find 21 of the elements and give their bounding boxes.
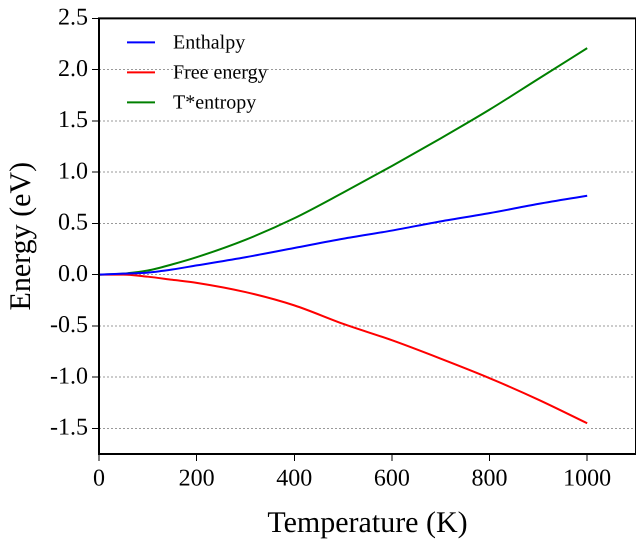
y-tick-label: -1.0 [50, 363, 88, 390]
x-tick-label: 200 [178, 466, 215, 492]
y-axis-title: Energy (eV) [4, 162, 37, 310]
x-tick-label: 400 [276, 466, 312, 492]
y-tick-label: 0.5 [58, 210, 88, 236]
y-tick-label: -0.5 [50, 312, 88, 338]
legend-label: Enthalpy [173, 32, 246, 54]
line-series [99, 194, 588, 276]
x-axis-title: Temperature (K) [267, 506, 468, 539]
legend-label: T*entropy [173, 92, 256, 114]
legend-label: Free energy [173, 62, 268, 84]
y-tick-label: -1.5 [50, 414, 88, 441]
y-tick-label: 0.0 [58, 260, 88, 287]
x-tick-label: 1000 [563, 466, 612, 492]
x-tick-label: 800 [472, 466, 508, 492]
y-tick-label: 1.0 [58, 158, 88, 184]
y-tick-label: 1.5 [58, 107, 88, 134]
x-tick-label: 0 [93, 466, 105, 492]
y-tick-label: 2.5 [58, 4, 88, 31]
y-tick-label: 2.0 [58, 56, 88, 82]
x-tick-label: 600 [374, 466, 410, 492]
